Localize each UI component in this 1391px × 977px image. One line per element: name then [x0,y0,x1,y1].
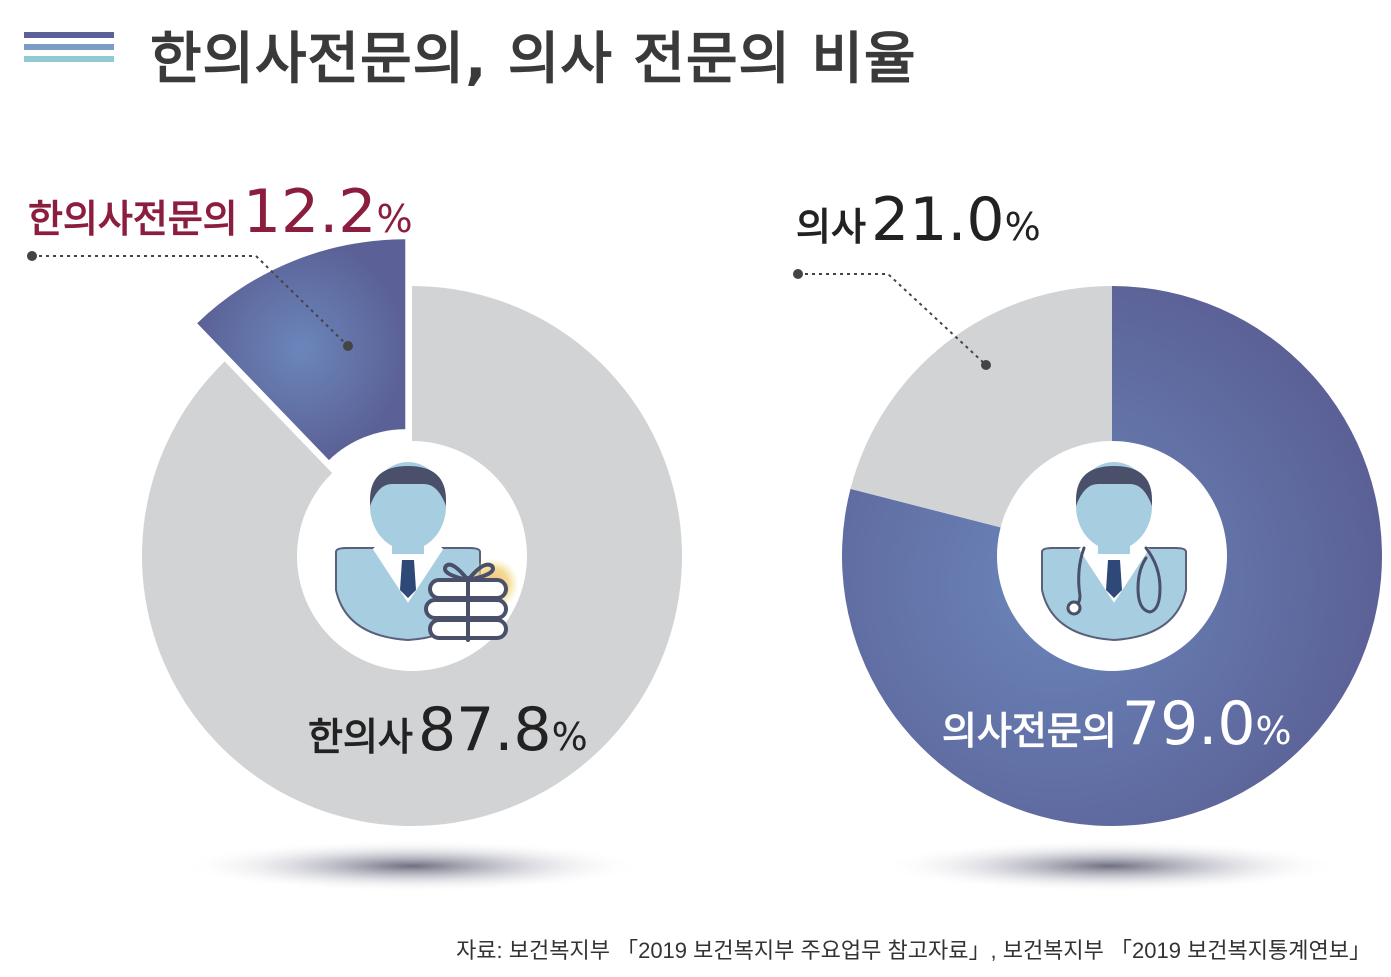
label-right-general-name: 의사 [796,205,866,249]
label-right-specialist-unit: % [1255,709,1292,753]
label-left-specialist-value: 12.2 [242,177,377,247]
donut-segment-medical-specialist [841,286,1382,827]
donut-segment-korean-medicine-specialist [197,239,406,461]
label-left-specialist-unit: % [376,197,413,241]
label-right-general-value: 21.0 [871,185,1005,255]
source-note: 자료: 보건복지부 「2019 보건복지부 주요업무 참고자료」, 보건복지부 … [456,938,1371,963]
label-right-general-unit: % [1004,205,1041,249]
title-decoration [24,32,114,72]
chart-title: 한의사전문의, 의사 전문의 비율 [150,27,917,92]
title-line-3 [24,56,114,62]
right-leader-line [793,269,991,370]
label-left-specialist-name: 한의사전문의 [28,197,238,241]
left-leader-line [27,251,353,351]
label-left-general-value: 87.8 [417,695,552,765]
label-right-specialist: 의사전문의 79.0% [942,694,1292,754]
label-right-general: 의사 21.0% [796,190,1041,250]
right-donut [841,286,1382,827]
donut-segment-medical-doctor [850,286,1112,529]
label-left-general: 한의사 87.8% [308,700,588,760]
title-line-2 [24,44,114,50]
label-right-specialist-value: 79.0 [1121,689,1256,759]
label-left-general-unit: % [551,715,588,759]
donut-segment-korean-medicine-doctor [141,286,683,826]
title-line-1 [24,32,114,38]
left-chart-shadow [182,840,642,892]
right-chart-shadow [880,840,1340,892]
left-donut [141,239,683,826]
label-left-specialist: 한의사전문의 12.2% [28,182,413,242]
doctor-stethoscope-icon [1041,462,1187,642]
label-left-general-name: 한의사 [308,715,413,759]
label-right-specialist-name: 의사전문의 [942,709,1117,753]
korean-medicine-doctor-icon [335,462,519,642]
